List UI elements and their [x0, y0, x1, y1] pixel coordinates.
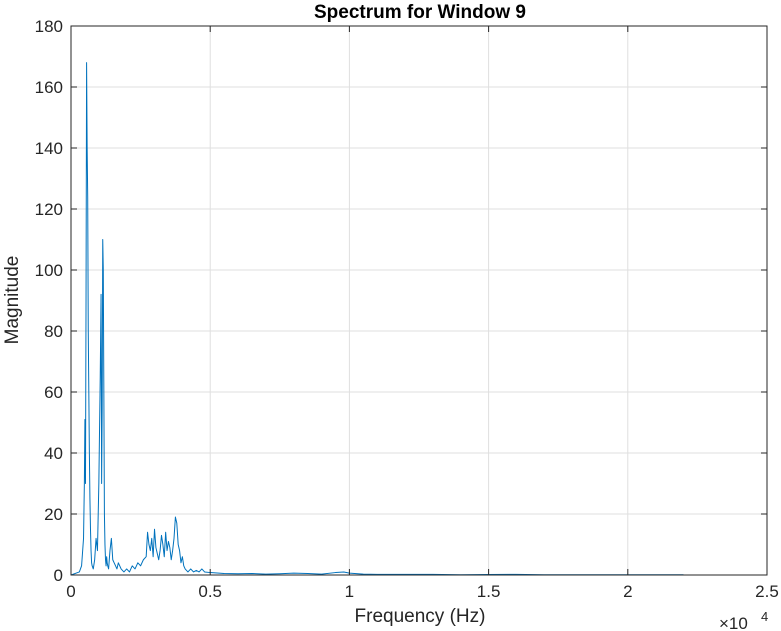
x-tick-label: 0: [66, 582, 75, 601]
y-tick-label: 180: [35, 17, 63, 36]
y-tick-label: 100: [35, 261, 63, 280]
x-tick-label: 0.5: [198, 582, 222, 601]
tick-marks: [70, 25, 768, 576]
x-tick-label: 1: [345, 582, 354, 601]
y-tick-label: 60: [44, 383, 63, 402]
x-tick-labels: 0 0.5 1 1.5 2 2.5: [66, 582, 779, 601]
y-tick-label: 80: [44, 322, 63, 341]
series-layer: [70, 62, 684, 576]
x-tick-label: 2: [623, 582, 632, 601]
y-tick-label: 40: [44, 444, 63, 463]
y-tick-label: 0: [54, 566, 63, 585]
x-exponent-power: 4: [761, 609, 768, 624]
x-exponent-base: ×10: [719, 614, 748, 631]
x-axis-exponent: ×10 4: [719, 609, 768, 631]
grid-lines: [71, 26, 767, 575]
x-tick-label: 1.5: [477, 582, 501, 601]
y-axis-label: Magnitude: [2, 256, 23, 345]
x-tick-label: 2.5: [755, 582, 779, 601]
y-tick-label: 140: [35, 139, 63, 158]
axes-box: [70, 25, 768, 576]
y-tick-label: 20: [44, 505, 63, 524]
axes-frame: [70, 25, 768, 576]
chart-title: Spectrum for Window 9: [314, 2, 526, 23]
x-axis-label: Frequency (Hz): [355, 606, 486, 627]
y-tick-labels: 0 20 40 60 80 100 120 140 160 180: [35, 17, 63, 585]
y-tick-label: 160: [35, 78, 63, 97]
series-line-0: [70, 62, 684, 576]
y-tick-label: 120: [35, 200, 63, 219]
